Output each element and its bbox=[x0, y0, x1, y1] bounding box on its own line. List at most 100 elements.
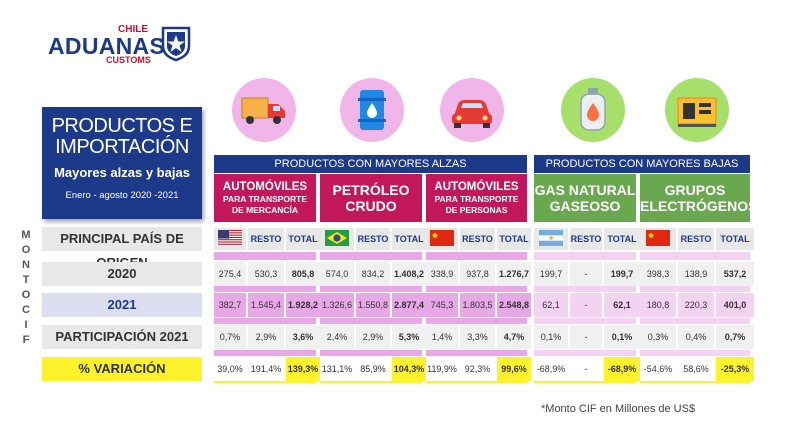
separator-band bbox=[640, 350, 750, 356]
cell-bg bbox=[286, 262, 320, 286]
table-cell: 745,3 bbox=[430, 300, 454, 310]
table-cell: 139,3% bbox=[287, 364, 319, 374]
separator-band bbox=[320, 318, 422, 324]
cell-bg bbox=[497, 325, 531, 349]
cell-bg bbox=[640, 325, 676, 349]
cell-bg bbox=[570, 262, 602, 286]
table-cell: 0,1% bbox=[611, 332, 633, 342]
table-cell: 92,3% bbox=[464, 364, 491, 374]
cell-bg bbox=[534, 357, 568, 381]
separator-band bbox=[640, 252, 750, 260]
resto-header: RESTO bbox=[678, 228, 714, 250]
separator-band bbox=[320, 286, 422, 292]
table-cell: 2.548,8 bbox=[498, 300, 530, 310]
table-cell: 3,6% bbox=[292, 332, 314, 342]
cell-bg bbox=[678, 325, 714, 349]
cell-bg bbox=[214, 293, 246, 317]
cell-bg bbox=[248, 293, 284, 317]
cell-bg bbox=[604, 357, 640, 381]
vlabel-letter: O bbox=[21, 289, 31, 301]
separator-band bbox=[534, 350, 636, 356]
table-cell: 1.276,7 bbox=[498, 269, 530, 279]
cell-bg bbox=[392, 262, 426, 286]
gas-circle bbox=[561, 78, 625, 142]
logo-chile-text: CHILE bbox=[118, 24, 148, 35]
row-label-2021: 2021 bbox=[42, 293, 202, 317]
china-flag bbox=[430, 230, 454, 246]
cell-bg bbox=[426, 262, 458, 286]
separator-band bbox=[534, 318, 636, 324]
vlabel-letter: N bbox=[22, 259, 30, 271]
vlabel-letter: F bbox=[22, 334, 30, 346]
cell-bg bbox=[356, 357, 390, 381]
cell-bg bbox=[604, 325, 640, 349]
table-cell: 937,8 bbox=[466, 269, 489, 279]
separator-band bbox=[426, 286, 527, 292]
product-name-line: ELECTRÓGENOS bbox=[640, 198, 758, 214]
cell-bg bbox=[214, 262, 246, 286]
product-name-line: PETRÓLEO bbox=[332, 182, 410, 198]
title-subtitle: Mayores alzas y bajas bbox=[54, 165, 190, 180]
shield-badge-icon bbox=[161, 26, 191, 62]
table-cell: 1.928,2 bbox=[287, 300, 319, 310]
table-cell: 199,7 bbox=[610, 269, 634, 279]
table-cell: 85,9% bbox=[360, 364, 386, 374]
table-cell: - bbox=[584, 332, 588, 342]
truck-circle bbox=[232, 78, 296, 142]
barrel-circle bbox=[340, 78, 404, 142]
cell-bg bbox=[604, 262, 640, 286]
table-cell: 191,4% bbox=[250, 364, 282, 374]
vlabel-letter: I bbox=[24, 319, 28, 331]
table-cell: 275,4 bbox=[218, 269, 242, 279]
product-header: AUTOMÓVILES PARA TRANSPORTE DE PERSONAS bbox=[426, 174, 527, 222]
separator-band bbox=[214, 286, 316, 292]
table-cell: 537,2 bbox=[723, 269, 747, 279]
separator-band bbox=[426, 252, 527, 260]
table-cell: 138,9 bbox=[684, 269, 708, 279]
alzas-section-header: PRODUCTOS CON MAYORES ALZAS bbox=[214, 155, 527, 173]
table-cell: 382,7 bbox=[218, 300, 242, 310]
table-cell: -25,3% bbox=[720, 364, 750, 374]
separator-band bbox=[214, 252, 316, 260]
cell-bg bbox=[248, 325, 284, 349]
cell-bg bbox=[248, 357, 284, 381]
table-cell: 0,4% bbox=[685, 332, 707, 342]
cell-bg bbox=[320, 357, 354, 381]
table-cell: 1.408,2 bbox=[393, 269, 425, 279]
table-cell: 1.550,8 bbox=[357, 300, 389, 310]
logo-main-text: ADUANAS bbox=[48, 33, 166, 59]
table-cell: 398,3 bbox=[646, 269, 670, 279]
table-cell: 180,8 bbox=[646, 300, 670, 310]
table-cell: -68,9% bbox=[607, 364, 637, 374]
generator-icon bbox=[677, 97, 717, 127]
cell-bg bbox=[356, 262, 390, 286]
cell-bg bbox=[678, 262, 714, 286]
table-cell: 805,8 bbox=[291, 269, 315, 279]
total-header: TOTAL bbox=[497, 228, 531, 250]
table-cell: 1.803,5 bbox=[462, 300, 493, 310]
usa-flag bbox=[218, 230, 242, 246]
cell-bg bbox=[716, 325, 754, 349]
product-name-line: GAS NATURAL bbox=[534, 182, 636, 198]
table-cell: 0,1% bbox=[540, 332, 562, 342]
bajas-section-header: PRODUCTOS CON MAYORES BAJAS bbox=[534, 155, 750, 173]
cell-bg bbox=[320, 262, 354, 286]
cell-bg bbox=[286, 293, 320, 317]
oil-barrel-icon bbox=[358, 90, 386, 130]
aduanas-logo: CHILE ADUANAS CUSTOMS bbox=[48, 24, 196, 66]
cell-bg bbox=[497, 357, 531, 381]
cell-bg bbox=[320, 293, 354, 317]
product-name-line: AUTOMÓVILES bbox=[222, 180, 308, 193]
variation-underline bbox=[640, 381, 750, 383]
cell-bg bbox=[604, 293, 640, 317]
table-cell: 2,4% bbox=[326, 332, 348, 342]
cell-bg bbox=[286, 325, 320, 349]
row-label-variation: % VARIACIÓN bbox=[42, 357, 202, 381]
product-name-line: PARA TRANSPORTE bbox=[222, 193, 308, 204]
cell-bg bbox=[214, 325, 246, 349]
vlabel-letter: T bbox=[22, 274, 30, 286]
table-cell: 2.877,4 bbox=[393, 300, 425, 310]
table-cell: - bbox=[584, 269, 588, 279]
brazil-flag bbox=[325, 230, 349, 246]
variation-underline bbox=[534, 381, 636, 383]
